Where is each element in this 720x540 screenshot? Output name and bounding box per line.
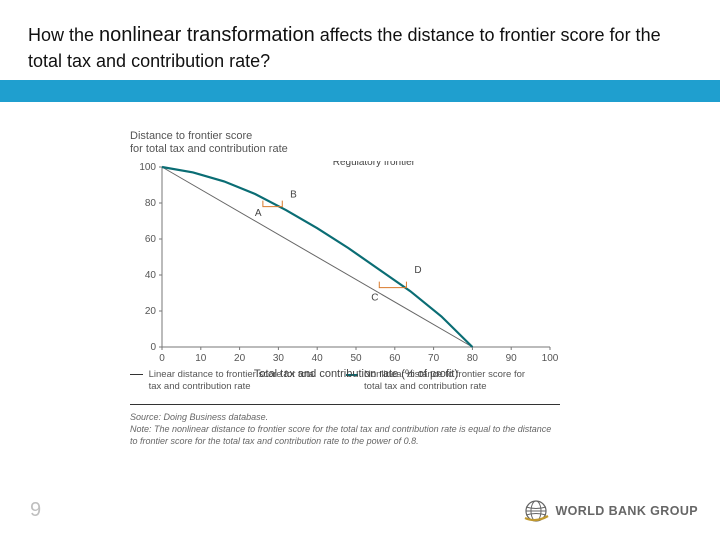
svg-text:80: 80 <box>467 353 479 364</box>
svg-text:80: 80 <box>145 198 157 209</box>
slide-title: How the nonlinear transformation affects… <box>28 22 688 73</box>
svg-text:60: 60 <box>389 353 401 364</box>
logo-text: WORLD BANK GROUP <box>555 504 698 518</box>
svg-text:60: 60 <box>145 234 157 245</box>
source-text: Source: Doing Business database. <box>130 411 560 423</box>
title-prefix: How the <box>28 25 99 45</box>
svg-text:90: 90 <box>506 353 518 364</box>
y-axis-title-line1: Distance to frontier score <box>130 130 252 142</box>
world-bank-logo: WORLD BANK GROUP <box>523 498 698 524</box>
svg-text:Regulatory frontier: Regulatory frontier <box>333 161 416 168</box>
y-axis-title: Distance to frontier score for total tax… <box>130 130 590 155</box>
title-emphasis: nonlinear transformation <box>99 24 315 46</box>
note-text: Note: The nonlinear distance to frontier… <box>130 423 560 447</box>
svg-text:0: 0 <box>150 342 156 353</box>
svg-text:50: 50 <box>350 353 362 364</box>
svg-text:Total tax and contribution rat: Total tax and contribution rate (% of pr… <box>254 368 458 380</box>
svg-text:70: 70 <box>428 353 440 364</box>
svg-text:0: 0 <box>159 353 165 364</box>
svg-text:C: C <box>371 293 378 304</box>
chart-svg: 0 20 40 60 80 100 0 10 20 30 40 50 60 70 80 90 100 Total … <box>130 161 560 381</box>
svg-text:40: 40 <box>145 270 157 281</box>
y-axis-title-line2: for total tax and contribution rate <box>130 143 288 155</box>
chart-region: Distance to frontier score for total tax… <box>130 130 590 450</box>
svg-text:100: 100 <box>542 353 559 364</box>
svg-text:D: D <box>414 265 421 276</box>
svg-text:20: 20 <box>145 306 157 317</box>
svg-text:B: B <box>290 190 297 201</box>
source-note-block: Source: Doing Business database. Note: T… <box>130 404 560 447</box>
svg-text:A: A <box>255 208 262 219</box>
svg-text:10: 10 <box>195 353 207 364</box>
slide: How the nonlinear transformation affects… <box>0 0 720 540</box>
chart-plot: 0204060801000102030405060708090100Total … <box>130 161 560 361</box>
svg-text:30: 30 <box>273 353 285 364</box>
svg-text:100: 100 <box>139 162 156 173</box>
svg-text:20: 20 <box>234 353 246 364</box>
page-number: 9 <box>30 499 41 522</box>
svg-text:40: 40 <box>312 353 324 364</box>
globe-icon <box>523 498 549 524</box>
accent-bar <box>0 80 720 102</box>
